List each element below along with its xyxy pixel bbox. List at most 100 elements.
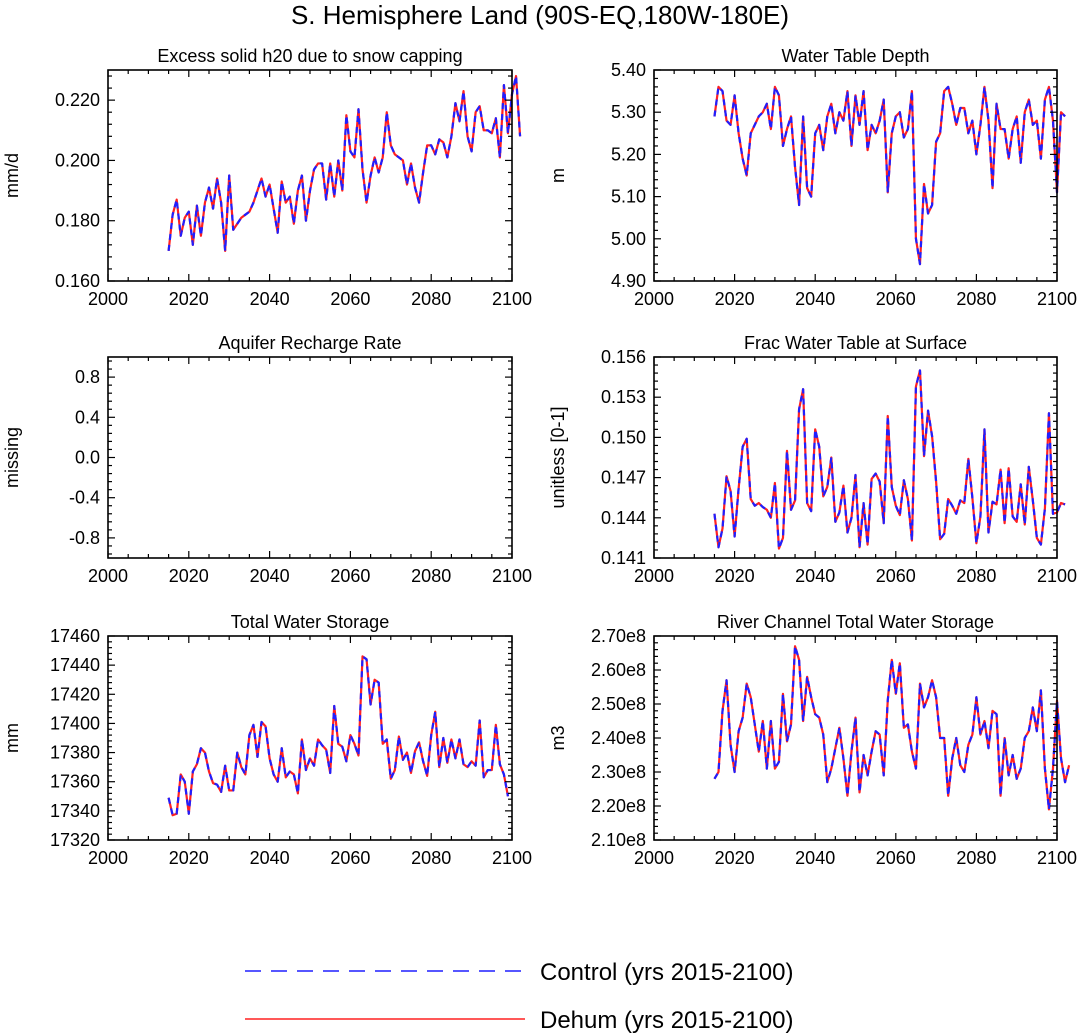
y-tick-label: 0.200 bbox=[55, 150, 100, 170]
y-tick-label: 5.00 bbox=[611, 229, 646, 249]
y-tick-label: 0.141 bbox=[601, 548, 646, 568]
y-axis-label: m bbox=[548, 168, 568, 183]
y-tick-label: 17380 bbox=[50, 743, 100, 763]
y-tick-label: 5.40 bbox=[611, 60, 646, 80]
legend-dehum-label: Dehum (yrs 2015-2100) bbox=[540, 1007, 793, 1034]
plot-frame bbox=[107, 356, 513, 559]
chart-panel-1: Excess solid h20 due to snow capping mm/d… bbox=[2, 46, 532, 309]
y-tick-label: 2.10e8 bbox=[591, 830, 646, 850]
panel-title: Water Table Depth bbox=[781, 46, 929, 66]
x-tick-label: 2000 bbox=[88, 566, 128, 586]
y-tick-label: 17340 bbox=[50, 801, 100, 821]
x-tick-label: 2100 bbox=[492, 566, 532, 586]
y-tick-label: 5.20 bbox=[611, 144, 646, 164]
y-tick-label: 17440 bbox=[50, 655, 100, 675]
y-axis-label: m3 bbox=[548, 725, 568, 750]
y-tick-label: 0.147 bbox=[601, 468, 646, 488]
y-tick-label: -0.8 bbox=[69, 528, 100, 548]
x-tick-label: 2020 bbox=[715, 289, 755, 309]
x-tick-label: 2060 bbox=[330, 566, 370, 586]
y-tick-label: 2.40e8 bbox=[591, 728, 646, 748]
x-tick-label: 2100 bbox=[1037, 289, 1077, 309]
x-tick-label: 2060 bbox=[876, 289, 916, 309]
y-tick-label: 0.220 bbox=[55, 90, 100, 110]
chart-panel-4: Frac Water Table at Surface unitless [0-1… bbox=[548, 333, 1077, 586]
y-tick-label: 0.156 bbox=[601, 347, 646, 367]
y-axis-label: missing bbox=[2, 427, 22, 488]
x-tick-label: 2020 bbox=[169, 289, 209, 309]
plot-frame bbox=[653, 356, 1058, 559]
y-tick-label: 5.10 bbox=[611, 187, 646, 207]
legend: Control (yrs 2015-2100) Dehum (yrs 2015-… bbox=[245, 959, 793, 1034]
x-tick-label: 2020 bbox=[169, 848, 209, 868]
y-tick-label: 17400 bbox=[50, 713, 100, 733]
y-tick-label: 0.144 bbox=[601, 508, 646, 528]
figure-title: S. Hemisphere Land (90S-EQ,180W-180E) bbox=[291, 0, 789, 30]
x-tick-label: 2040 bbox=[795, 289, 835, 309]
x-tick-label: 2100 bbox=[492, 848, 532, 868]
x-tick-label: 2020 bbox=[715, 566, 755, 586]
y-tick-label: 2.60e8 bbox=[591, 660, 646, 680]
x-tick-label: 2040 bbox=[795, 566, 835, 586]
y-tick-label: 0.8 bbox=[75, 367, 100, 387]
x-tick-label: 2080 bbox=[411, 848, 451, 868]
panel-title: Aquifer Recharge Rate bbox=[218, 333, 401, 353]
chart-panel-5: Total Water Storage mm 2000 2020 2040 2060 208… bbox=[2, 612, 532, 868]
x-tick-label: 2040 bbox=[795, 848, 835, 868]
y-tick-label: 17460 bbox=[50, 626, 100, 646]
x-tick-label: 2000 bbox=[88, 848, 128, 868]
x-tick-label: 2080 bbox=[411, 566, 451, 586]
x-tick-label: 2000 bbox=[634, 566, 674, 586]
y-tick-label: 0.0 bbox=[75, 448, 100, 468]
series-line-control bbox=[713, 85, 1066, 266]
legend-control-label: Control (yrs 2015-2100) bbox=[540, 959, 793, 986]
x-tick-label: 2040 bbox=[250, 289, 290, 309]
x-tick-label: 2000 bbox=[634, 848, 674, 868]
x-tick-label: 2060 bbox=[876, 848, 916, 868]
series-line-control bbox=[713, 645, 1071, 811]
series-line-dehum bbox=[713, 645, 1071, 811]
y-tick-label: 2.20e8 bbox=[591, 796, 646, 816]
x-tick-label: 2080 bbox=[956, 289, 996, 309]
panel-title: Total Water Storage bbox=[231, 612, 389, 632]
y-tick-label: 0.4 bbox=[75, 407, 100, 427]
series-line-dehum bbox=[167, 655, 510, 817]
x-tick-label: 2080 bbox=[956, 566, 996, 586]
y-tick-label: 17360 bbox=[50, 772, 100, 792]
y-tick-label: 0.153 bbox=[601, 387, 646, 407]
panel-title: Excess solid h20 due to snow capping bbox=[157, 46, 462, 66]
y-tick-label: 2.30e8 bbox=[591, 762, 646, 782]
x-tick-label: 2080 bbox=[411, 289, 451, 309]
x-tick-label: 2040 bbox=[250, 848, 290, 868]
x-tick-label: 2100 bbox=[492, 289, 532, 309]
y-tick-label: 17420 bbox=[50, 684, 100, 704]
y-tick-label: 4.90 bbox=[611, 271, 646, 291]
y-tick-label: 0.160 bbox=[55, 271, 100, 291]
y-tick-label: 2.50e8 bbox=[591, 694, 646, 714]
x-tick-label: 2020 bbox=[715, 848, 755, 868]
y-axis-label: mm bbox=[2, 723, 22, 753]
series-line-control bbox=[167, 655, 510, 817]
x-tick-label: 2000 bbox=[88, 289, 128, 309]
x-tick-label: 2000 bbox=[634, 289, 674, 309]
series-line-dehum bbox=[713, 369, 1066, 550]
y-tick-label: -0.4 bbox=[69, 488, 100, 508]
x-tick-label: 2040 bbox=[250, 566, 290, 586]
x-tick-label: 2100 bbox=[1037, 566, 1077, 586]
series-line-control bbox=[713, 369, 1066, 550]
y-tick-label: 17320 bbox=[50, 830, 100, 850]
series-line-control bbox=[167, 74, 522, 252]
x-tick-label: 2060 bbox=[330, 289, 370, 309]
y-tick-label: 0.150 bbox=[601, 427, 646, 447]
x-tick-label: 2100 bbox=[1037, 848, 1077, 868]
panel-title: Frac Water Table at Surface bbox=[744, 333, 967, 353]
panel-title: River Channel Total Water Storage bbox=[717, 612, 994, 632]
x-tick-label: 2060 bbox=[330, 848, 370, 868]
panels-group: Excess solid h20 due to snow capping mm/d… bbox=[2, 46, 1077, 868]
y-tick-label: 0.180 bbox=[55, 211, 100, 231]
chart-panel-3: Aquifer Recharge Rate missing 2000 2020 2040… bbox=[2, 333, 532, 586]
chart-panel-2: Water Table Depth m 2000 2020 2040 2060 2080 21… bbox=[548, 46, 1077, 309]
y-tick-label: 5.30 bbox=[611, 102, 646, 122]
